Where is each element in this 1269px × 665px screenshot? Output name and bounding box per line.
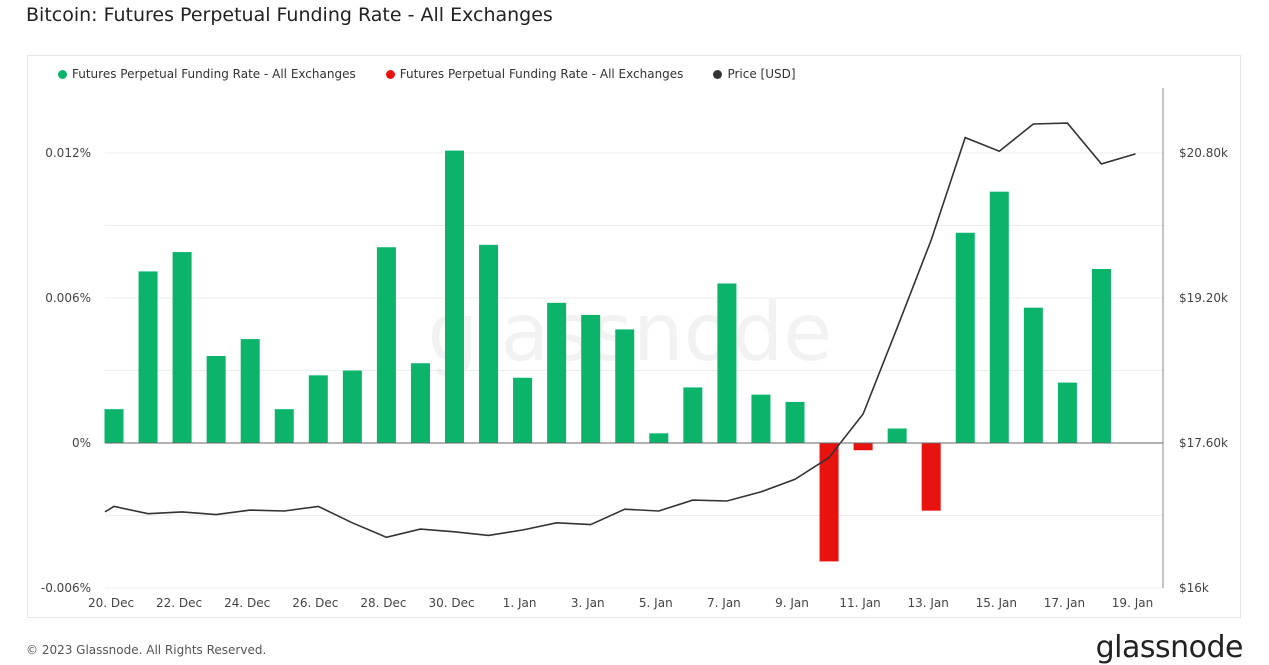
- x-tick-label: 20. Dec: [88, 596, 134, 610]
- bar-positive: [751, 394, 771, 443]
- x-tick-label: 9. Jan: [775, 596, 809, 610]
- chart-card: [27, 55, 1241, 618]
- legend-dot-icon: [713, 69, 723, 79]
- y-right-tick-label: $20.80k: [1179, 146, 1228, 160]
- bar-positive: [240, 339, 260, 443]
- x-tick-label: 26. Dec: [292, 596, 338, 610]
- legend-label: Price [USD]: [727, 67, 796, 81]
- bar-positive: [342, 370, 362, 443]
- bar-positive: [717, 283, 737, 443]
- bar-negative: [853, 443, 873, 451]
- x-tick-label: 24. Dec: [224, 596, 270, 610]
- legend-item-price[interactable]: Price [USD]: [713, 67, 796, 81]
- glassnode-logo: glassnode: [1095, 630, 1244, 665]
- x-tick-label: 5. Jan: [639, 596, 673, 610]
- y-right-tick-label: $19.20k: [1179, 291, 1228, 305]
- x-tick-label: 30. Dec: [428, 596, 474, 610]
- bar-positive: [513, 377, 533, 443]
- bar-positive: [104, 409, 124, 443]
- bar-positive: [138, 271, 158, 443]
- bar-positive: [785, 401, 805, 443]
- y-left-tick-label: -0.006%: [41, 581, 91, 595]
- bar-negative: [921, 443, 941, 511]
- x-tick-label: 11. Jan: [839, 596, 880, 610]
- bar-positive: [989, 191, 1009, 443]
- bar-positive: [172, 252, 192, 443]
- legend-item-negative[interactable]: Futures Perpetual Funding Rate - All Exc…: [385, 67, 684, 81]
- bar-positive: [955, 232, 975, 443]
- x-tick-label: 7. Jan: [707, 596, 741, 610]
- bar-negative: [819, 443, 839, 562]
- bar-positive: [274, 409, 294, 443]
- bar-positive: [206, 356, 226, 443]
- bar-positive: [479, 244, 499, 443]
- x-tick-label: 28. Dec: [360, 596, 406, 610]
- x-tick-label: 15. Jan: [976, 596, 1017, 610]
- bar-positive: [445, 150, 464, 444]
- chart-title: Bitcoin: Futures Perpetual Funding Rate …: [26, 4, 553, 26]
- copyright: © 2023 Glassnode. All Rights Reserved.: [26, 643, 267, 657]
- bar-positive: [1057, 382, 1077, 443]
- legend: Futures Perpetual Funding Rate - All Exc…: [58, 67, 826, 81]
- legend-label: Futures Perpetual Funding Rate - All Exc…: [399, 67, 684, 81]
- x-tick-label: 13. Jan: [907, 596, 948, 610]
- bar-positive: [683, 387, 703, 443]
- legend-dot-icon: [58, 69, 67, 79]
- x-tick-label: 22. Dec: [156, 596, 202, 610]
- x-tick-label: 17. Jan: [1044, 596, 1085, 610]
- y-left-tick-label: 0%: [72, 436, 91, 450]
- y-right-tick-label: $16k: [1179, 581, 1209, 595]
- bar-positive: [1091, 269, 1111, 443]
- bar-positive: [887, 428, 907, 443]
- bar-positive: [410, 363, 430, 443]
- y-right-tick-label: $17.60k: [1179, 436, 1228, 450]
- bar-positive: [581, 314, 601, 443]
- bar-positive: [615, 329, 635, 443]
- bar-positive: [376, 247, 396, 443]
- legend-label: Futures Perpetual Funding Rate - All Exc…: [72, 67, 356, 81]
- bar-positive: [1023, 307, 1043, 443]
- legend-item-positive[interactable]: Futures Perpetual Funding Rate - All Exc…: [58, 67, 356, 81]
- bar-positive: [308, 375, 328, 443]
- bar-positive: [649, 433, 669, 443]
- price-line: [104, 122, 1136, 539]
- legend-dot-icon: [385, 69, 395, 79]
- x-tick-label: 3. Jan: [571, 596, 605, 610]
- bar-positive: [547, 302, 567, 443]
- x-tick-label: 19. Jan: [1112, 596, 1153, 610]
- y-left-tick-label: 0.012%: [45, 146, 91, 160]
- x-tick-label: 1. Jan: [503, 596, 537, 610]
- y-left-tick-label: 0.006%: [45, 291, 91, 305]
